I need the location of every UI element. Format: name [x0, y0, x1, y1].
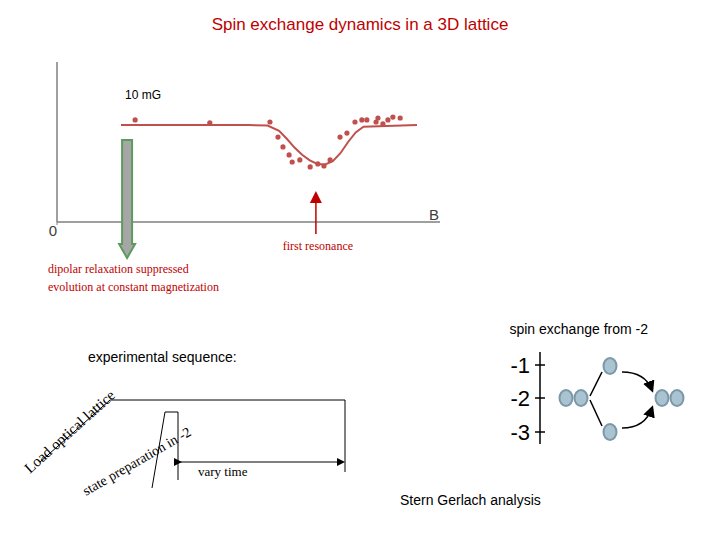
data-point: [337, 134, 342, 139]
atom: [604, 358, 617, 374]
atom: [656, 390, 669, 406]
plot-marks: [121, 114, 417, 169]
data-point: [390, 114, 395, 119]
level-label: -3: [510, 420, 530, 445]
fit-line: [121, 125, 417, 164]
time-arrow: [180, 462, 343, 463]
annotation-line: dipolar relaxation suppressed: [48, 262, 189, 276]
atom: [671, 390, 684, 406]
data-point: [385, 117, 390, 122]
split-line: [590, 400, 602, 426]
data-point: [280, 144, 285, 149]
x-axis-label: B: [429, 206, 439, 223]
y-axis: [56, 62, 58, 222]
step-label: Load optical lattice: [21, 387, 118, 477]
level-tick: [535, 431, 545, 433]
level-tick: [535, 397, 545, 399]
data-point: [359, 117, 364, 122]
atom: [560, 390, 573, 406]
slide: Spin exchange dynamics in a 3D lattice 0 B…: [0, 0, 720, 540]
sequence-label: experimental sequence:: [88, 349, 237, 365]
resonance-arrow: [315, 194, 317, 234]
data-point: [297, 157, 302, 162]
data-point: [267, 119, 272, 124]
data-point: [375, 115, 380, 120]
exchange-arrow: [622, 372, 652, 390]
resonance-label: first resonance: [283, 239, 353, 253]
step-label: Stern Gerlach analysis: [400, 492, 541, 508]
field-label: 10 mG: [125, 88, 161, 102]
levels-title: spin exchange from -2: [509, 321, 648, 337]
data-point: [275, 134, 280, 139]
data-point: [344, 130, 349, 135]
atom: [575, 390, 588, 406]
data-point: [398, 115, 403, 120]
data-point: [352, 119, 357, 124]
level-tick: [535, 364, 545, 366]
title: Spin exchange dynamics in a 3D lattice: [212, 15, 509, 34]
annotation-line: evolution at constant magnetization: [48, 280, 219, 294]
data-point: [290, 159, 295, 164]
step-label: state preparation in -2: [80, 424, 194, 498]
x-tick-label: 0: [49, 222, 57, 239]
atom: [604, 424, 617, 440]
data-point: [286, 152, 291, 157]
split-line: [590, 372, 602, 396]
exchange-arrow: [622, 408, 652, 428]
level-label: -1: [510, 353, 530, 378]
field-arrow: [119, 140, 135, 258]
step-label: vary time: [198, 464, 248, 479]
data-point: [308, 164, 313, 169]
data-point: [133, 117, 138, 122]
data-point: [364, 117, 369, 122]
x-axis: [57, 221, 440, 223]
level-label: -2: [510, 386, 530, 411]
